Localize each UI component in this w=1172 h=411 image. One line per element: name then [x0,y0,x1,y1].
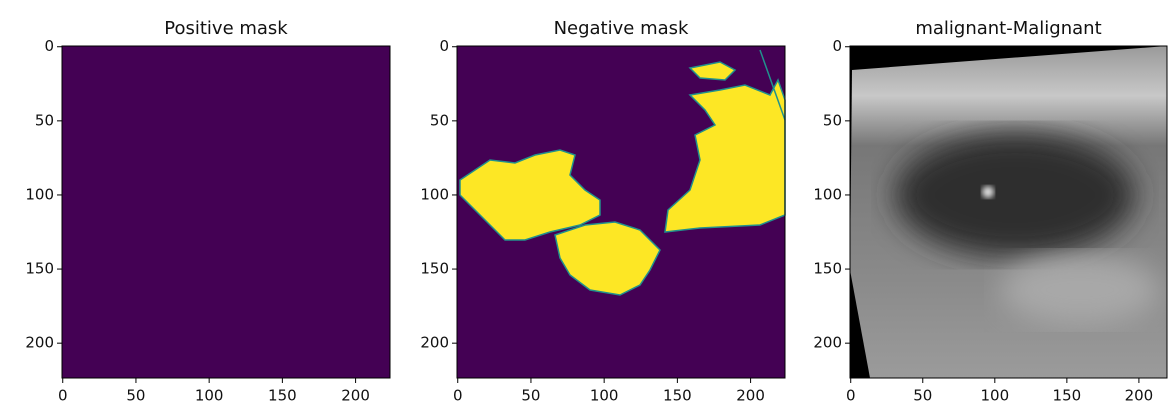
y-tick-label: 100 [420,185,449,203]
y-tick-label: 200 [813,334,842,352]
y-tick-label: 0 [832,37,842,55]
y-tick-label: 0 [44,37,54,55]
y-tick-label: 200 [25,334,54,352]
axes-frame [61,45,391,379]
x-tick-label: 200 [341,387,370,405]
y-tick-label: 100 [813,185,842,203]
x-tick-label: 100 [980,387,1009,405]
y-tick-label: 200 [420,334,449,352]
x-tick-label: 150 [268,387,297,405]
x-tick-label: 150 [663,387,692,405]
x-tick-label: 100 [195,387,224,405]
y-tick-label: 50 [430,111,449,129]
x-tick-label: 150 [1053,387,1082,405]
x-tick-label: 0 [453,387,463,405]
y-tick-label: 150 [813,260,842,278]
x-tick-label: 100 [590,387,619,405]
y-tick-label: 0 [439,37,449,55]
x-tick-label: 200 [736,387,765,405]
x-tick-label: 50 [126,387,145,405]
x-tick-label: 0 [846,387,856,405]
panel-title: Negative mask [554,18,689,39]
y-tick-label: 50 [35,111,54,129]
axes-frame [849,45,1168,379]
x-tick-label: 0 [58,387,68,405]
image-negative-mask [457,46,786,378]
panel-title: malignant-Malignant [915,18,1101,39]
x-tick-label: 50 [913,387,932,405]
panel-title: Positive mask [164,18,288,39]
y-tick-label: 150 [420,260,449,278]
x-tick-label: 200 [1125,387,1154,405]
image-positive-mask [62,46,390,378]
image-ultrasound [850,46,1167,378]
y-tick-label: 150 [25,260,54,278]
x-tick-label: 50 [521,387,540,405]
y-tick-label: 50 [823,111,842,129]
axes-frame [456,45,786,379]
y-tick-label: 100 [25,185,54,203]
